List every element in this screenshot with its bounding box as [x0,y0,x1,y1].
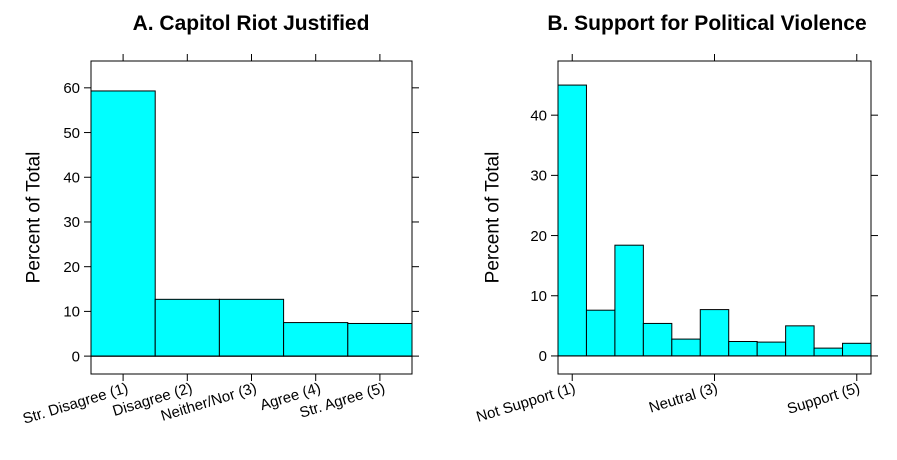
y-tick-label-a-3: 30 [63,214,80,231]
x-tick-label-b-1: Neutral (3) [647,380,720,417]
y-tick-label-b-0: 0 [539,348,547,365]
panel-b-support-political-violence: B. Support for Political Violence Percent… [474,12,878,426]
bar-b-5 [671,338,701,357]
y-tick-label-a-5: 50 [63,125,80,142]
y-tick-label-a-4: 40 [63,170,80,187]
bar-b-6 [699,309,730,357]
y-tick-label-a-6: 60 [63,80,80,97]
y-tick-label-b-4: 40 [530,107,547,124]
bar-b-3 [614,244,644,357]
chart-title-a: A. Capitol Riot Justified [133,12,370,35]
y-tick-label-b-1: 10 [530,288,547,305]
y-tick-label-b-2: 20 [530,228,547,245]
panel-a-capitol-riot-justified: A. Capitol Riot Justified Percent of Tota… [21,12,419,428]
bar-a-2 [154,298,220,357]
y-tick-label-a-0: 0 [72,348,80,365]
bar-a-1 [90,90,156,357]
y-tick-label-b-3: 30 [530,168,547,185]
y-axis-label-a: Percent of Total [24,152,45,284]
chart-title-b: B. Support for Political Violence [547,12,866,35]
x-tick-label-b-2: Support (5) [785,380,862,418]
bar-b-2 [585,309,616,357]
bar-b-10 [813,347,844,357]
bar-b-1 [557,84,587,357]
y-tick-label-a-1: 10 [63,304,80,321]
bar-b-8 [756,341,787,357]
bar-a-5 [347,322,413,357]
bar-b-4 [642,322,673,357]
x-tick-label-b-0: Not Support (1) [474,380,577,426]
bar-b-9 [785,325,815,357]
bar-b-7 [728,340,758,357]
y-axis-label-b: Percent of Total [483,152,504,284]
bar-a-4 [283,322,349,357]
y-tick-label-a-2: 20 [63,259,80,276]
bar-b-11 [842,342,872,357]
bar-a-3 [218,298,285,357]
